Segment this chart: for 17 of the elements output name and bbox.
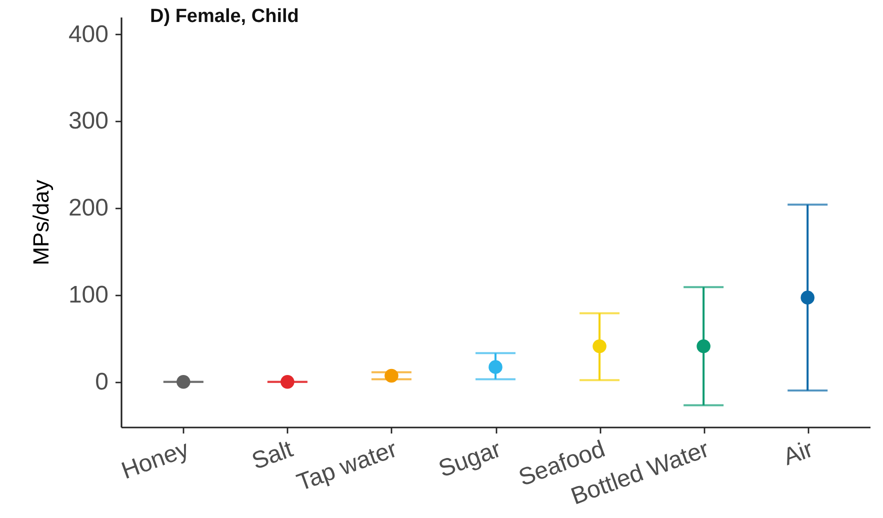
y-tick-label: 400 (68, 20, 108, 48)
point (488, 360, 502, 374)
x-tick-label: Air (780, 436, 817, 472)
x-tick-label: Sugar (435, 436, 505, 483)
y-tick-label: 200 (68, 194, 108, 222)
point (280, 374, 294, 389)
x-tick-label: Honey (118, 436, 192, 485)
point (176, 374, 190, 389)
y-tick-label: 100 (68, 281, 108, 308)
y-tick-label: 0 (95, 368, 108, 396)
point (800, 290, 814, 304)
y-axis-title: MPs/day (28, 180, 54, 266)
point (696, 339, 710, 354)
chart-title: D) Female, Child (150, 6, 299, 27)
point (384, 368, 398, 383)
y-tick-label: 300 (68, 108, 108, 135)
point (592, 339, 606, 354)
